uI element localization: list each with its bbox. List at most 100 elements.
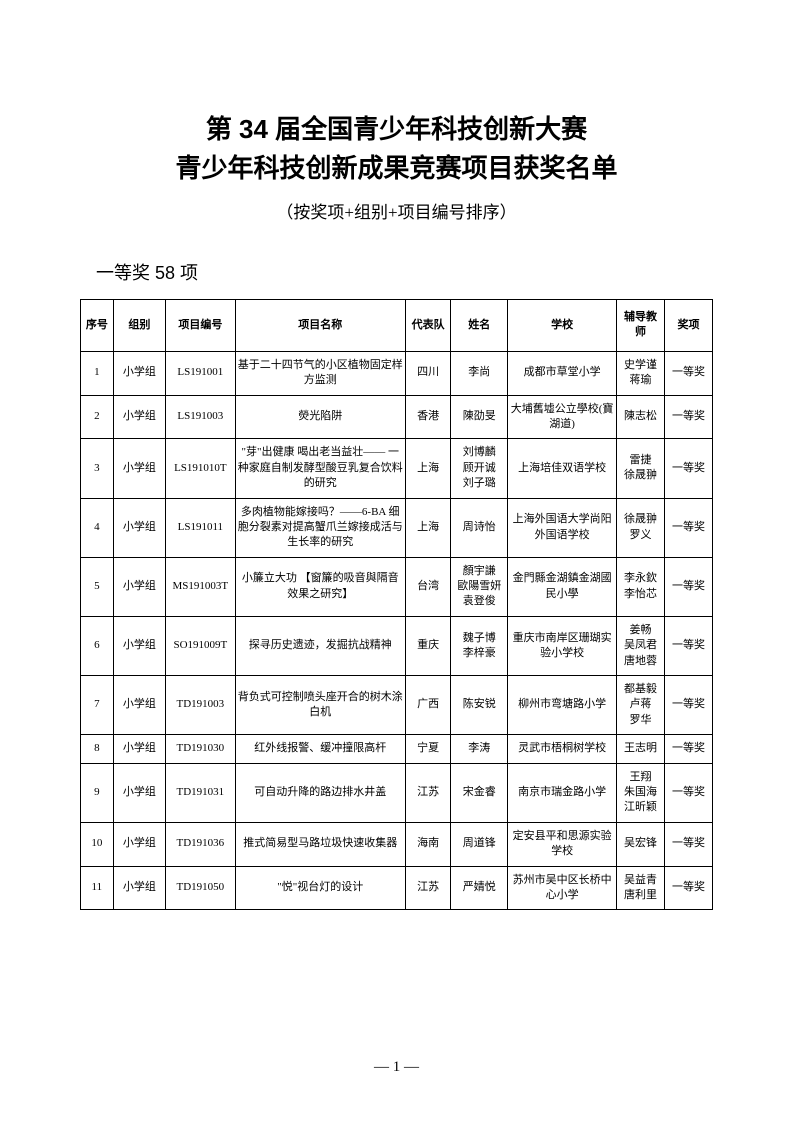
cell-group: 小学组 bbox=[113, 763, 165, 822]
subtitle: （按奖项+组别+项目编号排序） bbox=[80, 198, 713, 223]
cell-seq: 3 bbox=[81, 439, 114, 498]
col-group: 组别 bbox=[113, 300, 165, 352]
col-name: 项目名称 bbox=[235, 300, 405, 352]
col-seq: 序号 bbox=[81, 300, 114, 352]
cell-seq: 5 bbox=[81, 557, 114, 616]
cell-group: 小学组 bbox=[113, 676, 165, 735]
title-line-2: 青少年科技创新成果竞赛项目获奖名单 bbox=[80, 149, 713, 188]
cell-seq: 10 bbox=[81, 822, 114, 866]
cell-award: 一等奖 bbox=[665, 351, 713, 395]
cell-school: 南京市瑞金路小学 bbox=[508, 763, 617, 822]
cell-code: SO191009T bbox=[165, 616, 235, 675]
col-code: 项目编号 bbox=[165, 300, 235, 352]
cell-student: 周道锋 bbox=[451, 822, 508, 866]
cell-name: "悦"视台灯的设计 bbox=[235, 866, 405, 910]
cell-seq: 7 bbox=[81, 676, 114, 735]
cell-code: TD191036 bbox=[165, 822, 235, 866]
cell-group: 小学组 bbox=[113, 822, 165, 866]
cell-student: 宋金睿 bbox=[451, 763, 508, 822]
cell-team: 台湾 bbox=[405, 557, 451, 616]
cell-award: 一等奖 bbox=[665, 735, 713, 763]
cell-student: 刘博麟顾开诚刘子璐 bbox=[451, 439, 508, 498]
cell-team: 江苏 bbox=[405, 866, 451, 910]
table-row: 5小学组MS191003T小簾立大功 【窗簾的吸音與隔音效果之研究】台湾顏宇謙歐… bbox=[81, 557, 713, 616]
col-student: 姓名 bbox=[451, 300, 508, 352]
cell-teacher: 都基毅卢蒋罗华 bbox=[617, 676, 665, 735]
cell-group: 小学组 bbox=[113, 351, 165, 395]
cell-name: 探寻历史遗迹，发掘抗战精神 bbox=[235, 616, 405, 675]
table-row: 6小学组SO191009T探寻历史遗迹，发掘抗战精神重庆魏子博李梓豪重庆市南岸区… bbox=[81, 616, 713, 675]
cell-school: 大埔舊墟公立學校(寶湖道) bbox=[508, 395, 617, 439]
cell-student: 周诗怡 bbox=[451, 498, 508, 557]
cell-teacher: 吴宏锋 bbox=[617, 822, 665, 866]
cell-school: 重庆市南岸区珊瑚实验小学校 bbox=[508, 616, 617, 675]
cell-code: TD191003 bbox=[165, 676, 235, 735]
cell-seq: 1 bbox=[81, 351, 114, 395]
cell-group: 小学组 bbox=[113, 735, 165, 763]
cell-teacher: 吴益青唐利里 bbox=[617, 866, 665, 910]
cell-team: 四川 bbox=[405, 351, 451, 395]
table-header-row: 序号 组别 项目编号 项目名称 代表队 姓名 学校 辅导教师 奖项 bbox=[81, 300, 713, 352]
cell-group: 小学组 bbox=[113, 395, 165, 439]
table-row: 9小学组TD191031可自动升降的路边排水井盖江苏宋金睿南京市瑞金路小学王翔朱… bbox=[81, 763, 713, 822]
cell-team: 香港 bbox=[405, 395, 451, 439]
cell-school: 成都市草堂小学 bbox=[508, 351, 617, 395]
cell-name: 小簾立大功 【窗簾的吸音與隔音效果之研究】 bbox=[235, 557, 405, 616]
cell-name: 多肉植物能嫁接吗？——6-BA 细胞分裂素对提高蟹爪兰嫁接成活与生长率的研究 bbox=[235, 498, 405, 557]
cell-code: TD191050 bbox=[165, 866, 235, 910]
cell-name: 背负式可控制喷头座开合的树木涂白机 bbox=[235, 676, 405, 735]
cell-name: "芽"出健康 喝出老当益壮—— 一种家庭自制发酵型酸豆乳复合饮料的研究 bbox=[235, 439, 405, 498]
table-row: 4小学组LS191011多肉植物能嫁接吗？——6-BA 细胞分裂素对提高蟹爪兰嫁… bbox=[81, 498, 713, 557]
cell-group: 小学组 bbox=[113, 557, 165, 616]
cell-student: 魏子博李梓豪 bbox=[451, 616, 508, 675]
awards-table: 序号 组别 项目编号 项目名称 代表队 姓名 学校 辅导教师 奖项 1小学组LS… bbox=[80, 299, 713, 910]
cell-team: 江苏 bbox=[405, 763, 451, 822]
cell-award: 一等奖 bbox=[665, 866, 713, 910]
cell-award: 一等奖 bbox=[665, 395, 713, 439]
cell-name: 熒光陷阱 bbox=[235, 395, 405, 439]
cell-award: 一等奖 bbox=[665, 676, 713, 735]
cell-group: 小学组 bbox=[113, 439, 165, 498]
section-heading: 一等奖 58 项 bbox=[96, 259, 713, 285]
cell-group: 小学组 bbox=[113, 498, 165, 557]
cell-name: 红外线报警、缓冲撞限高杆 bbox=[235, 735, 405, 763]
cell-code: LS191003 bbox=[165, 395, 235, 439]
cell-student: 李尚 bbox=[451, 351, 508, 395]
table-row: 3小学组LS191010T"芽"出健康 喝出老当益壮—— 一种家庭自制发酵型酸豆… bbox=[81, 439, 713, 498]
cell-school: 上海外国语大学尚阳外国语学校 bbox=[508, 498, 617, 557]
cell-teacher: 徐晟翀罗义 bbox=[617, 498, 665, 557]
table-row: 2小学组LS191003熒光陷阱香港陳劭旻大埔舊墟公立學校(寶湖道)陳志松一等奖 bbox=[81, 395, 713, 439]
cell-team: 上海 bbox=[405, 498, 451, 557]
cell-team: 宁夏 bbox=[405, 735, 451, 763]
cell-school: 上海培佳双语学校 bbox=[508, 439, 617, 498]
cell-group: 小学组 bbox=[113, 616, 165, 675]
page-number: — 1 — bbox=[0, 1059, 793, 1076]
cell-teacher: 李永欽李怡芯 bbox=[617, 557, 665, 616]
cell-student: 顏宇謙歐陽雪妍袁登俊 bbox=[451, 557, 508, 616]
col-team: 代表队 bbox=[405, 300, 451, 352]
cell-name: 推式简易型马路垃圾快速收集器 bbox=[235, 822, 405, 866]
cell-seq: 4 bbox=[81, 498, 114, 557]
cell-code: LS191010T bbox=[165, 439, 235, 498]
cell-code: LS191001 bbox=[165, 351, 235, 395]
cell-school: 定安县平和思源实验学校 bbox=[508, 822, 617, 866]
cell-code: TD191030 bbox=[165, 735, 235, 763]
cell-seq: 9 bbox=[81, 763, 114, 822]
col-award: 奖项 bbox=[665, 300, 713, 352]
cell-school: 苏州市吴中区长桥中心小学 bbox=[508, 866, 617, 910]
table-row: 11小学组TD191050"悦"视台灯的设计江苏严婧悦苏州市吴中区长桥中心小学吴… bbox=[81, 866, 713, 910]
cell-award: 一等奖 bbox=[665, 557, 713, 616]
cell-seq: 6 bbox=[81, 616, 114, 675]
cell-team: 海南 bbox=[405, 822, 451, 866]
cell-teacher: 陳志松 bbox=[617, 395, 665, 439]
cell-award: 一等奖 bbox=[665, 439, 713, 498]
col-teacher: 辅导教师 bbox=[617, 300, 665, 352]
cell-name: 可自动升降的路边排水井盖 bbox=[235, 763, 405, 822]
cell-teacher: 王翔朱国海江昕颖 bbox=[617, 763, 665, 822]
cell-teacher: 史学谨蒋瑜 bbox=[617, 351, 665, 395]
cell-school: 灵武市梧桐树学校 bbox=[508, 735, 617, 763]
cell-team: 上海 bbox=[405, 439, 451, 498]
cell-seq: 11 bbox=[81, 866, 114, 910]
cell-teacher: 雷捷徐晟翀 bbox=[617, 439, 665, 498]
cell-seq: 8 bbox=[81, 735, 114, 763]
